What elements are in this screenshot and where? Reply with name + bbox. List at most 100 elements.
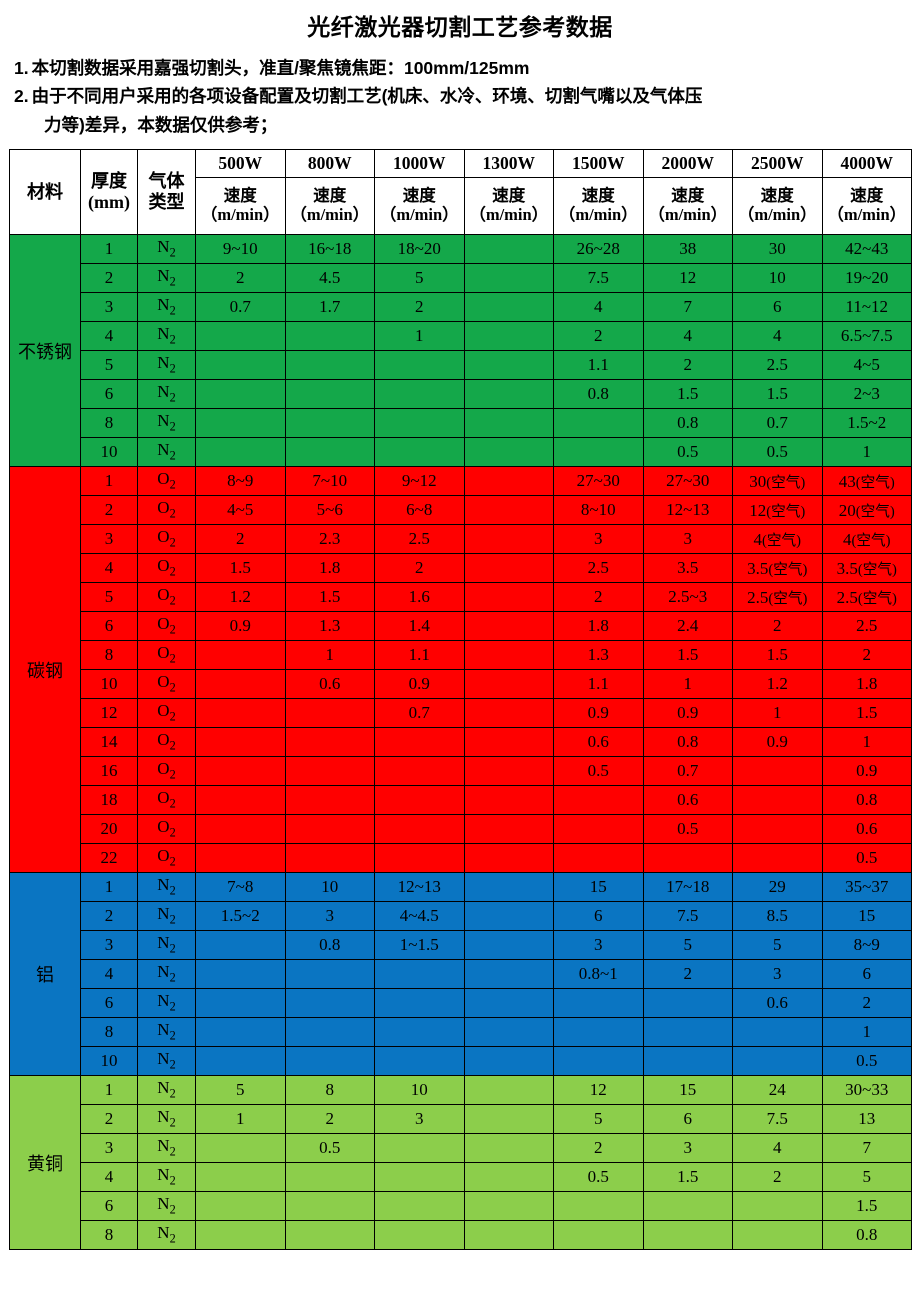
speed-cell-4000w: 5: [821, 1162, 912, 1193]
speed-cell-1000w: [374, 1162, 465, 1193]
thickness-cell: 6: [80, 988, 138, 1019]
speed-cell-1500w: [553, 437, 644, 468]
header-material: 材料: [9, 149, 81, 236]
speed-cell-500w: 1.2: [195, 582, 286, 613]
speed-cell-1300w: [463, 1191, 554, 1222]
air-note: (空气): [766, 474, 806, 491]
note-number: 1.: [14, 58, 29, 78]
speed-cell-4000w: 7: [821, 1133, 912, 1164]
table-row: 碳钢 1 O2 8~9 7~10 9~12 27~30 27~30 30(空气) 43(空气): [9, 466, 912, 874]
note-item-2: 2. 由于不同用户采用的各项设备配置及切割工艺(机床、水冷、环境、切割气嘴以及气…: [14, 82, 906, 110]
speed-cell-800w: [284, 959, 375, 990]
note-item-1: 1. 本切割数据采用嘉强切割头，准直/聚焦镜焦距：100mm/125mm: [14, 54, 906, 82]
speed-cell-4000w: 0.9: [821, 756, 912, 787]
gas-type-cell: N2: [137, 872, 196, 903]
table-body: 不锈钢 1 N2 9~10 16~18 18~20 26~28 38 30 42~43 2 N2 2 4.…: [9, 234, 912, 1251]
gas-type-cell: O2: [137, 756, 196, 787]
gas-type-cell: N2: [137, 1191, 196, 1222]
speed-cell-1300w: [463, 321, 554, 352]
speed-cell-1000w: [374, 1046, 465, 1077]
gas-subscript: 2: [169, 912, 176, 927]
speed-cell-1000w: [374, 1133, 465, 1164]
gas-type-cell: N2: [137, 408, 196, 439]
air-note: (空气): [768, 590, 808, 607]
thickness-cell: 10: [80, 437, 138, 468]
header-power-1000w: 1000W: [374, 149, 465, 178]
speed-cell-1000w: 0.7: [374, 698, 465, 729]
gas-subscript: 2: [169, 477, 176, 492]
speed-cell-4000w: 1.5~2: [821, 408, 912, 439]
speed-cell-500w: 0.9: [195, 611, 286, 642]
speed-cell-1000w: [374, 379, 465, 410]
page-title: 光纤激光器切割工艺参考数据: [307, 14, 613, 40]
speed-cell-2500w: 0.5: [732, 437, 823, 468]
speed-cell-1300w: [463, 1162, 554, 1193]
thickness-cell: 5: [80, 582, 138, 613]
speed-cell-4000w: 0.8: [821, 785, 912, 816]
table-row: 6 N2 0.6 2: [10, 988, 912, 1019]
speed-cell-1000w: [374, 843, 465, 874]
speed-cell-500w: [195, 698, 286, 729]
speed-cell-500w: [195, 1133, 286, 1164]
speed-cell-2500w: 0.6: [732, 988, 823, 1019]
speed-cell-1300w: [463, 292, 554, 323]
gas-type-cell: N2: [137, 263, 196, 294]
speed-cell-1500w: 0.8: [553, 379, 644, 410]
speed-cell-4000w: 1.8: [821, 669, 912, 700]
speed-cell-2000w: 3: [642, 1133, 733, 1164]
thickness-cell: 4: [80, 553, 138, 584]
air-note: (空气): [768, 561, 808, 578]
table-row: 2 N2 1 2 3 5 6 7.5 13: [10, 1104, 912, 1135]
speed-cell-1300w: [463, 582, 554, 613]
speed-cell-2500w: 2.5(空气): [732, 582, 823, 613]
speed-cell-800w: 0.6: [284, 669, 375, 700]
speed-cell-1300w: [463, 988, 554, 1019]
table-row: 3 N2 0.5 2 3 4 7: [10, 1133, 912, 1164]
table-row: 4 O2 1.5 1.8 2 2.5 3.5 3.5(空气) 3.5(空气): [10, 553, 912, 584]
header-power-4000w: 4000W: [821, 149, 912, 178]
header-speed-label: 速度: [402, 186, 436, 206]
thickness-cell: 2: [80, 901, 138, 932]
speed-cell-4000w: 0.8: [821, 1220, 912, 1251]
speed-cell-1000w: [374, 437, 465, 468]
speed-cell-2500w: 8.5: [732, 901, 823, 932]
speed-cell-1000w: 0.9: [374, 669, 465, 700]
header-thickness-line1: 厚度: [91, 171, 127, 192]
speed-cell-2500w: [732, 814, 823, 845]
thickness-cell: 6: [80, 611, 138, 642]
speed-cell-500w: [195, 1162, 286, 1193]
speed-cell-4000w: 2.5: [821, 611, 912, 642]
speed-cell-4000w: 2: [821, 988, 912, 1019]
speed-cell-1500w: 2: [553, 321, 644, 352]
speed-cell-2500w: 0.9: [732, 727, 823, 758]
speed-cell-1500w: 2.5: [553, 553, 644, 584]
speed-cell-1000w: [374, 727, 465, 758]
speed-cell-500w: 2: [195, 263, 286, 294]
speed-cell-500w: 2: [195, 524, 286, 555]
speed-cell-4000w: 2: [821, 640, 912, 671]
header-speed-unit: （m/min）: [827, 204, 907, 224]
speed-cell-4000w: 42~43: [821, 234, 912, 265]
gas-type-cell: N2: [137, 959, 196, 990]
speed-cell-2500w: 1.2: [732, 669, 823, 700]
speed-cell-500w: 7~8: [195, 872, 286, 903]
gas-subscript: 2: [169, 1231, 176, 1246]
speed-cell-800w: [284, 1191, 375, 1222]
thickness-cell: 4: [80, 959, 138, 990]
speed-cell-800w: [284, 756, 375, 787]
gas-subscript: 2: [169, 767, 176, 782]
notes-block: 1. 本切割数据采用嘉强切割头，准直/聚焦镜焦距：100mm/125mm 2. …: [0, 44, 920, 143]
speed-cell-800w: [284, 437, 375, 468]
speed-cell-1300w: [463, 350, 554, 381]
note-continuation: 力等)差异，本数据仅供参考；: [44, 114, 278, 135]
speed-cell-2000w: 27~30: [642, 466, 733, 497]
speed-cell-2000w: 17~18: [642, 872, 733, 903]
speed-cell-2500w: [732, 1220, 823, 1251]
thickness-cell: 4: [80, 1162, 138, 1193]
speed-cell-500w: 0.7: [195, 292, 286, 323]
speed-cell-1500w: 0.6: [553, 727, 644, 758]
speed-cell-4000w: 0.5: [821, 843, 912, 874]
speed-cell-2500w: 5: [732, 930, 823, 961]
speed-cell-500w: 9~10: [195, 234, 286, 265]
